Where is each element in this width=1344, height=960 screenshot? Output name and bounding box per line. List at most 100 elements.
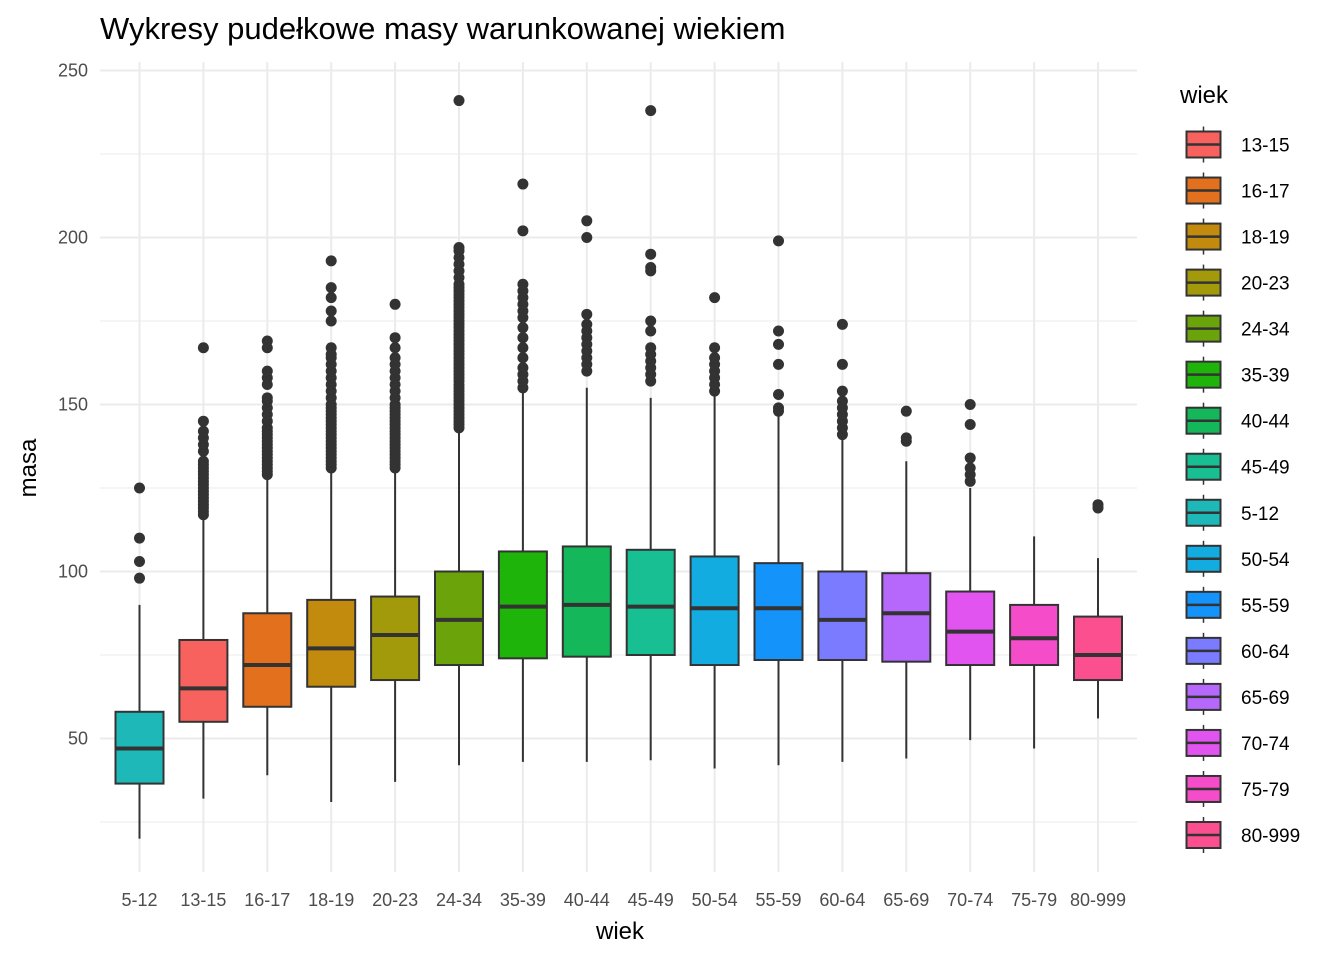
legend-item-20-23: 20-23 — [1185, 264, 1290, 301]
outlier-point — [645, 342, 657, 354]
chart-title: Wykresy pudełkowe masy warunkowanej wiek… — [100, 11, 785, 46]
legend-label: 5-12 — [1241, 504, 1279, 525]
box-iqr — [817, 570, 868, 662]
outlier-point — [645, 248, 657, 260]
outlier-point — [773, 235, 784, 247]
box-iqr — [625, 548, 676, 656]
legend-label: 20-23 — [1241, 274, 1290, 295]
x-tick-label: 40-44 — [564, 890, 610, 910]
outlier-point — [389, 352, 401, 364]
box-iqr — [1073, 615, 1123, 682]
outlier-point — [453, 242, 465, 254]
x-tick-label: 60-64 — [819, 890, 865, 910]
legend-item-13-15: 13-15 — [1185, 126, 1290, 163]
box-55-59 — [753, 235, 804, 766]
box-iqr — [1009, 603, 1060, 667]
box-series — [114, 95, 1123, 839]
y-tick-label: 250 — [58, 61, 88, 81]
outlier-point — [325, 315, 337, 327]
legend-item-35-39: 35-39 — [1185, 356, 1290, 393]
legend-item-60-64: 60-64 — [1185, 632, 1290, 669]
box-13-15 — [178, 342, 229, 799]
x-tick-label: 24-34 — [436, 890, 482, 910]
outlier-point — [517, 342, 529, 354]
outlier-point — [581, 232, 593, 243]
outlier-point — [900, 432, 912, 444]
outlier-point — [517, 322, 529, 334]
legend-item-70-74: 70-74 — [1185, 724, 1290, 761]
legend-item-65-69: 65-69 — [1185, 678, 1290, 715]
legend-item-24-34: 24-34 — [1185, 310, 1290, 347]
outlier-point — [134, 572, 145, 584]
x-tick-label: 45-49 — [628, 890, 674, 910]
outlier-point — [645, 105, 657, 117]
legend-label: 18-19 — [1241, 228, 1290, 249]
x-tick-label: 55-59 — [755, 890, 801, 910]
outlier-point — [964, 462, 976, 474]
legend-item-50-54: 50-54 — [1185, 540, 1290, 577]
legend-item-55-59: 55-59 — [1185, 586, 1290, 623]
box-20-23 — [370, 298, 421, 782]
box-40-44 — [561, 215, 612, 762]
x-tick-label: 35-39 — [500, 890, 546, 910]
x-tick-label: 70-74 — [947, 890, 993, 910]
outlier-point — [964, 419, 976, 431]
legend-label: 45-49 — [1241, 458, 1290, 479]
outlier-point — [773, 358, 784, 370]
outlier-point — [517, 225, 529, 237]
legend-item-40-44: 40-44 — [1185, 402, 1290, 439]
box-iqr — [370, 595, 421, 682]
outlier-point — [645, 315, 657, 327]
outlier-point — [389, 332, 401, 344]
outlier-point — [325, 342, 337, 354]
legend-item-16-17: 16-17 — [1185, 172, 1290, 209]
outlier-point — [964, 452, 976, 464]
box-60-64 — [817, 318, 868, 762]
legend-label: 40-44 — [1241, 412, 1290, 433]
x-tick-label: 20-23 — [372, 890, 418, 910]
box-24-34 — [434, 95, 484, 766]
legend-label: 35-39 — [1241, 366, 1290, 387]
x-axis-ticks: 5-12 13-15 16-17 18-19 20-23 24-34 35-39 40-44 4… — [121, 890, 1126, 910]
outlier-point — [836, 395, 848, 407]
box-65-69 — [881, 405, 932, 759]
outlier-point — [645, 325, 657, 337]
outlier-point — [581, 308, 593, 320]
legend-title: wiek — [1179, 82, 1229, 109]
x-tick-label: 80-999 — [1070, 890, 1126, 910]
outlier-point — [773, 338, 784, 350]
box-iqr — [689, 555, 740, 667]
legend-item-75-79: 75-79 — [1185, 770, 1290, 807]
box-35-39 — [497, 178, 548, 762]
legend-item-5-12: 5-12 — [1185, 494, 1279, 531]
outlier-point — [261, 392, 273, 404]
outlier-point — [836, 358, 848, 370]
outlier-point — [197, 342, 209, 354]
outlier-point — [517, 278, 529, 290]
legend-label: 75-79 — [1241, 780, 1290, 801]
outlier-point — [517, 352, 529, 364]
outlier-point — [581, 215, 593, 227]
outlier-point — [709, 342, 721, 354]
outlier-point — [517, 332, 529, 344]
box-iqr — [306, 598, 357, 688]
legend-label: 80-999 — [1241, 826, 1300, 847]
legend-label: 65-69 — [1241, 688, 1290, 709]
y-axis-title: masa — [15, 438, 42, 497]
y-tick-label: 150 — [58, 395, 88, 415]
box-45-49 — [625, 105, 676, 761]
outlier-point — [134, 482, 145, 494]
x-tick-label: 18-19 — [308, 890, 354, 910]
outlier-point — [197, 415, 209, 427]
outlier-point — [261, 335, 273, 347]
legend-label: 55-59 — [1241, 596, 1290, 617]
box-5-12 — [114, 482, 165, 839]
legend-item-18-19: 18-19 — [1185, 218, 1290, 255]
legend-label: 70-74 — [1241, 734, 1290, 755]
box-80-999 — [1073, 499, 1123, 719]
outlier-point — [453, 95, 465, 107]
outlier-point — [773, 388, 784, 400]
outlier-point — [709, 292, 721, 304]
outlier-point — [581, 318, 593, 330]
